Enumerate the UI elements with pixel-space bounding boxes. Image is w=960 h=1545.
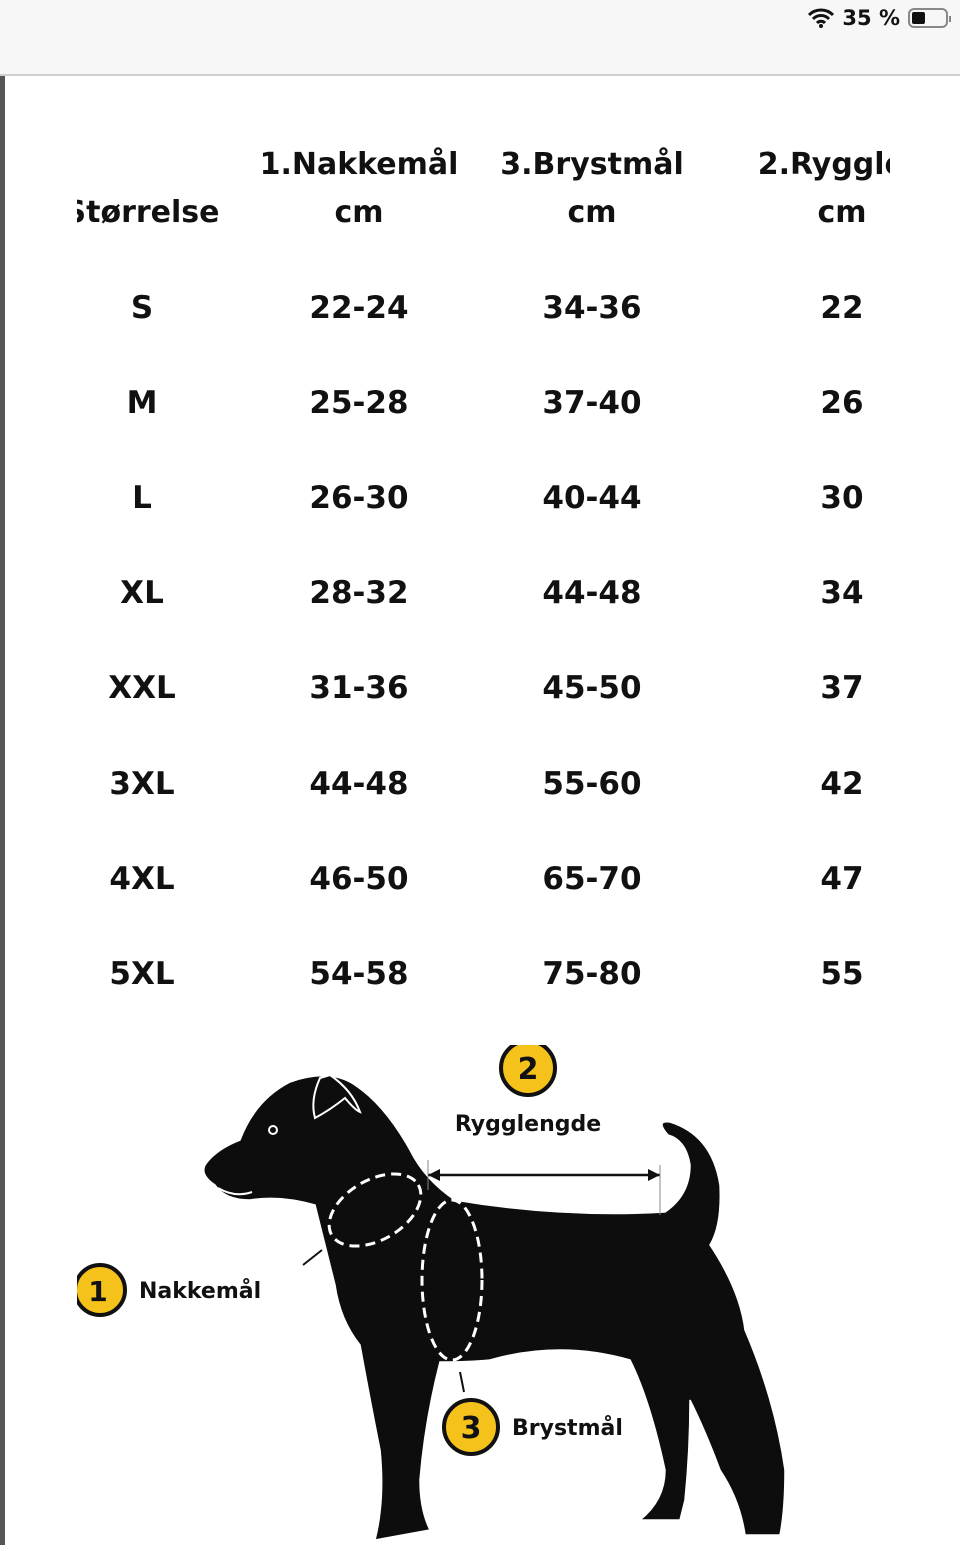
- table-cell: 42: [820, 765, 864, 802]
- table-cell: 26: [820, 385, 864, 422]
- table-cell: 55: [820, 955, 864, 992]
- dog-diagram: 2 1 3 Rygglengde Nakkemål Brystmål: [77, 1045, 786, 1541]
- column-header: 2.Rygglen: [757, 147, 890, 182]
- table-cell: 65-70: [542, 860, 642, 897]
- column-header: 3.Brystmål: [500, 147, 684, 182]
- table-cell: 30: [820, 480, 864, 517]
- size-chart-image: Størrelse 1.Nakkemål cm 3.Brystmål cm 2.Ryggl…: [77, 76, 890, 1545]
- svg-text:3: 3: [461, 1411, 482, 1446]
- badge-nakkemal: 1: [77, 1263, 127, 1317]
- left-edge: [0, 76, 5, 1545]
- battery-percent: 35 %: [842, 6, 900, 30]
- table-cell: 45-50: [542, 670, 642, 707]
- table-cell: 34-36: [542, 290, 642, 326]
- table-cell: 37-40: [542, 385, 642, 422]
- column-header: 1.Nakkemål: [259, 147, 459, 182]
- label-brystmal: Brystmål: [512, 1415, 623, 1441]
- status-bar: 35 %: [0, 0, 960, 76]
- column-header: cm: [567, 195, 617, 230]
- table-cell: S: [130, 290, 154, 326]
- table-cell: 44-48: [309, 765, 409, 802]
- table-cell: 54-58: [309, 955, 409, 992]
- badge-rygglengde: 2: [499, 1045, 557, 1097]
- table-cell: L: [132, 480, 152, 517]
- battery-icon: [908, 8, 951, 28]
- table-cell: 22: [820, 290, 864, 326]
- table-cell: XL: [120, 575, 164, 612]
- table-cell: 34: [820, 575, 864, 612]
- table-cell: 4XL: [109, 860, 175, 897]
- column-header: cm: [334, 195, 384, 230]
- badge-brystmal: 3: [442, 1398, 500, 1456]
- table-cell: M: [126, 385, 158, 422]
- column-header: cm: [817, 195, 867, 230]
- table-cell: 55-60: [542, 765, 642, 802]
- table-cell: 40-44: [542, 480, 642, 517]
- table-cell: 44-48: [542, 575, 642, 612]
- table-cell: 3XL: [109, 765, 175, 802]
- table-cell: 26-30: [309, 480, 409, 517]
- table-cell: XXL: [108, 670, 176, 707]
- table-cell: 31-36: [309, 670, 409, 707]
- table-cell: 46-50: [309, 860, 409, 897]
- dog-silhouette: [203, 1074, 786, 1541]
- svg-text:1: 1: [88, 1275, 107, 1308]
- svg-text:2: 2: [518, 1052, 539, 1087]
- table-cell: 25-28: [309, 385, 409, 422]
- wifi-icon: [808, 8, 835, 28]
- table-cell: 75-80: [542, 955, 642, 992]
- table-cell: 22-24: [309, 290, 409, 326]
- column-header: Størrelse: [77, 195, 220, 230]
- table-cell: 5XL: [109, 955, 175, 992]
- label-rygglengde: Rygglengde: [455, 1112, 601, 1137]
- table-cell: 37: [820, 670, 864, 707]
- table-cell: 28-32: [309, 575, 409, 612]
- label-nakkemal: Nakkemål: [139, 1278, 261, 1304]
- table-cell: 47: [820, 860, 864, 897]
